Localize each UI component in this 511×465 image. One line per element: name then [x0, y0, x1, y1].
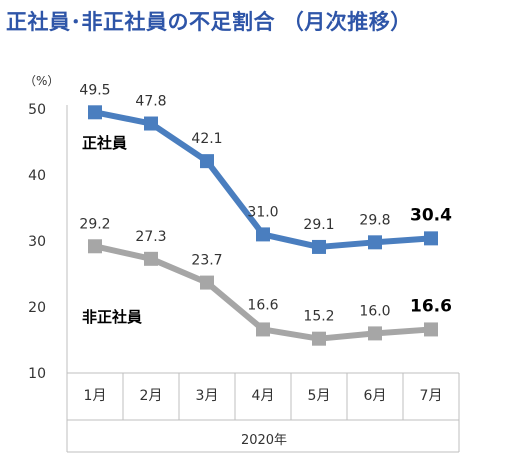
data-label: 29.1 — [303, 217, 334, 233]
x-axis-title: 2020年 — [241, 433, 287, 448]
data-point-marker — [424, 322, 438, 337]
series-label-nonregular: 非正社員 — [82, 308, 142, 326]
y-tick-label: 40 — [28, 168, 46, 184]
data-point-marker — [256, 227, 270, 242]
data-point-marker — [368, 235, 382, 250]
x-tick-label: 2月 — [140, 388, 163, 404]
data-label: 15.2 — [303, 309, 334, 325]
data-label: 29.8 — [359, 212, 390, 228]
y-tick-label: 30 — [28, 234, 46, 250]
chart-title: 正社員･非正社員の不足割合 （月次推移） — [6, 10, 412, 34]
data-point-marker — [368, 326, 382, 341]
x-tick-label: 4月 — [252, 388, 275, 404]
data-label: 27.3 — [135, 229, 166, 245]
data-label: 49.5 — [79, 82, 110, 98]
x-tick-label: 7月 — [420, 388, 443, 404]
y-tick-label: 10 — [28, 366, 46, 382]
data-point-marker — [424, 231, 438, 246]
y-tick-label: 50 — [28, 102, 46, 118]
series-label-regular: 正社員 — [82, 134, 127, 152]
data-label: 16.6 — [410, 296, 452, 316]
data-point-marker — [144, 251, 158, 266]
x-tick-label: 6月 — [364, 388, 387, 404]
x-tick-label: 1月 — [84, 388, 107, 404]
y-axis-unit: （%） — [24, 74, 59, 88]
data-point-marker — [256, 322, 270, 337]
data-point-marker — [88, 239, 102, 254]
x-tick-label: 5月 — [308, 388, 331, 404]
data-label: 23.7 — [191, 253, 222, 269]
y-tick-label: 20 — [28, 300, 46, 316]
data-label: 29.2 — [79, 216, 110, 232]
data-label: 16.6 — [247, 297, 278, 313]
data-point-marker — [312, 239, 326, 254]
data-label: 30.4 — [410, 205, 452, 225]
data-point-marker — [144, 116, 158, 131]
data-label: 16.0 — [359, 303, 390, 319]
x-tick-label: 3月 — [196, 388, 219, 404]
data-point-marker — [200, 275, 214, 290]
data-label: 31.0 — [247, 204, 278, 220]
data-point-marker — [312, 331, 326, 346]
data-point-marker — [88, 105, 102, 120]
data-label: 47.8 — [135, 94, 166, 110]
data-point-marker — [200, 154, 214, 169]
data-label: 42.1 — [191, 131, 222, 147]
